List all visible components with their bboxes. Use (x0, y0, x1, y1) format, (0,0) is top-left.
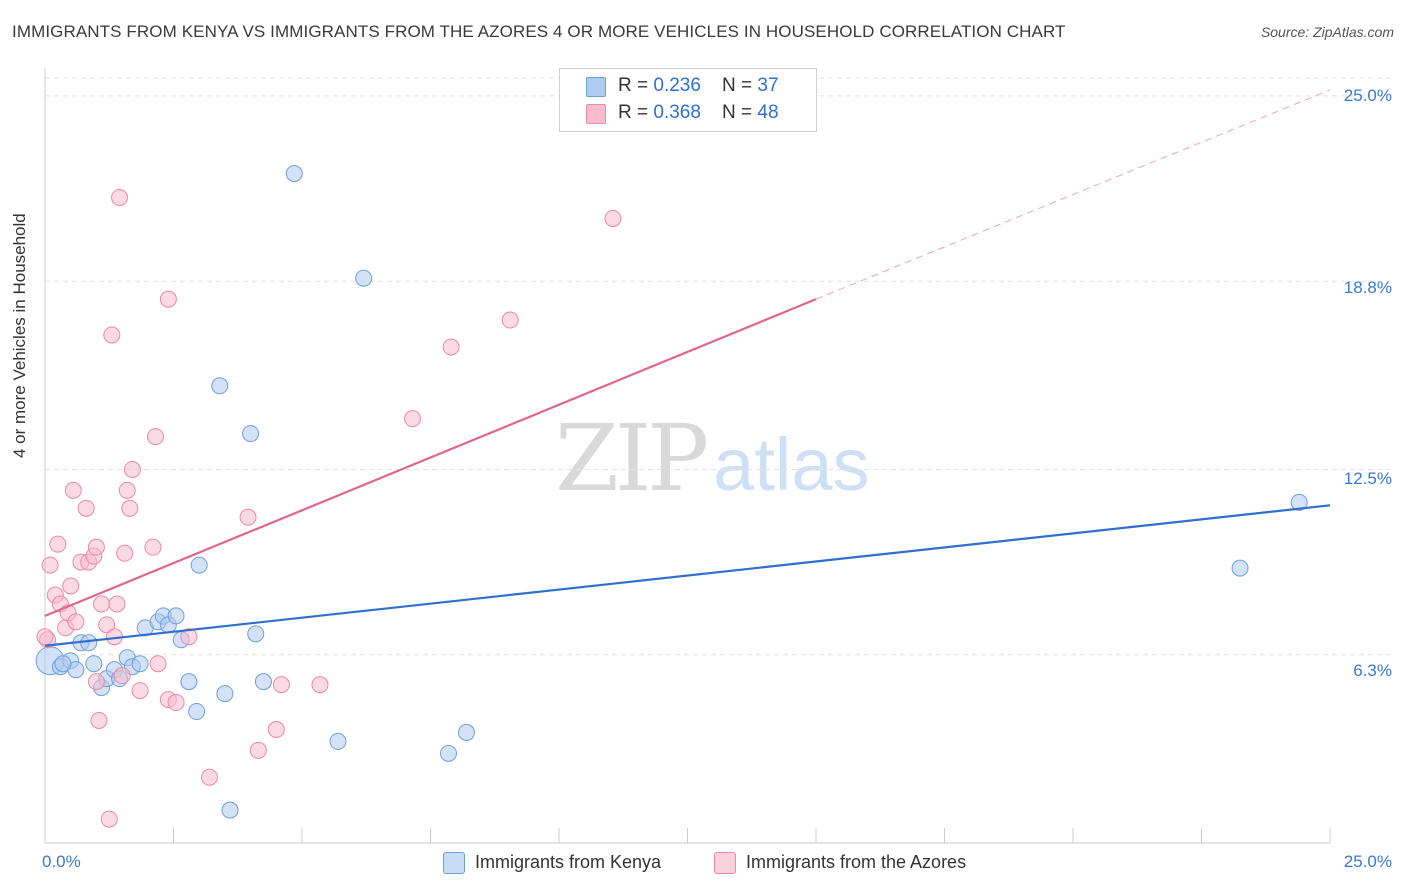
legend-kenya-r-label: R = (618, 75, 654, 96)
azores-point-29 (131, 682, 149, 700)
azores-point-9 (67, 613, 85, 631)
azores-point-7 (62, 577, 80, 595)
azores-point-33 (159, 290, 177, 308)
kenya-point-31 (355, 269, 373, 287)
azores-point-15 (90, 711, 108, 729)
legend-kenya-n-label: N = (722, 75, 758, 96)
x-tick-label-0: 0.0% (42, 852, 81, 871)
bottom-legend-label-azores: Immigrants from the Azores (746, 852, 967, 872)
kenya-point-25 (221, 801, 239, 819)
y-axis-label: 4 or more Vehicles in Household (10, 213, 29, 458)
correlation-legend: R = 0.236 N = 37 R = 0.368 N = 48 (559, 68, 817, 132)
kenya-point-5 (80, 634, 98, 652)
bottom-legend-swatch-azores (714, 852, 736, 874)
azores-point-1 (41, 556, 59, 574)
azores-point-28 (123, 460, 141, 478)
kenya-trend-line (44, 504, 1331, 647)
azores-point-35 (167, 694, 185, 712)
legend-azores-r-label: R = (618, 102, 654, 123)
legend-kenya-r-value: 0.236 (653, 75, 701, 96)
azores-point-41 (272, 676, 290, 694)
y-tick-label-25: 25.0% (1343, 86, 1392, 105)
azores-point-30 (144, 538, 162, 556)
azores-point-31 (147, 428, 165, 446)
legend-swatch-azores (586, 104, 606, 124)
kenya-point-20 (180, 673, 198, 691)
azores-point-25 (116, 544, 134, 562)
azores-point-42 (311, 676, 329, 694)
azores-point-11 (77, 499, 95, 517)
kenya-point-28 (254, 673, 272, 691)
azores-point-23 (111, 189, 129, 207)
azores-point-32 (149, 655, 167, 673)
kenya-point-33 (457, 723, 475, 741)
bottom-legend-label-kenya: Immigrants from Kenya (475, 852, 662, 872)
kenya-point-18 (167, 607, 185, 625)
kenya-point-13 (131, 655, 149, 673)
kenya-point-35 (1290, 493, 1308, 511)
legend-azores-r-value: 0.368 (653, 102, 701, 123)
azores-point-47 (36, 628, 54, 646)
azores-point-22 (108, 595, 126, 613)
kenya-point-6 (85, 655, 103, 673)
azores-point-19 (100, 810, 118, 828)
azores-point-26 (118, 481, 136, 499)
azores-point-27 (121, 499, 139, 517)
kenya-point-36 (54, 655, 72, 673)
kenya-point-30 (329, 732, 347, 750)
kenya-point-22 (190, 556, 208, 574)
kenya-point-24 (216, 685, 234, 703)
azores-point-17 (93, 595, 111, 613)
kenya-point-26 (242, 425, 260, 443)
x-tick-label-25: 25.0% (1343, 852, 1392, 871)
kenya-point-34 (1231, 559, 1249, 577)
kenya-point-29 (285, 165, 303, 183)
azores-point-14 (87, 538, 105, 556)
kenya-point-23 (211, 377, 229, 395)
azores-point-20 (103, 326, 121, 344)
y-tick-label-6-3: 6.3% (1353, 661, 1392, 680)
azores-point-36 (180, 628, 198, 646)
legend-azores-n-value: 48 (757, 102, 779, 123)
legend-kenya-n-value: 37 (757, 75, 779, 96)
azores-point-3 (49, 535, 67, 553)
kenya-point-27 (247, 625, 265, 643)
azores-point-18 (98, 616, 116, 634)
azores-point-46 (604, 209, 622, 227)
azores-point-44 (442, 338, 460, 356)
chart-title: IMMIGRANTS FROM KENYA VS IMMIGRANTS FROM… (12, 22, 1066, 41)
azores-point-43 (404, 410, 422, 428)
legend-swatch-kenya (586, 77, 606, 97)
azores-point-40 (267, 720, 285, 738)
kenya-point-21 (188, 703, 206, 721)
legend-azores-n-label: N = (722, 102, 758, 123)
y-tick-label-18-8: 18.8% (1343, 278, 1392, 297)
kenya-point-32 (439, 744, 457, 762)
azores-point-16 (87, 673, 105, 691)
azores-point-45 (501, 311, 519, 329)
azores-point-24 (113, 667, 131, 685)
y-tick-label-12-5: 12.5% (1343, 469, 1392, 488)
azores-trend-line (44, 298, 817, 617)
azores-trend-extension (815, 89, 1331, 300)
source-label: Source: ZipAtlas.com (1260, 24, 1394, 40)
bottom-legend-swatch-kenya (443, 852, 465, 874)
azores-point-38 (239, 508, 257, 526)
azores-point-37 (200, 768, 218, 786)
azores-point-8 (64, 481, 82, 499)
azores-point-39 (249, 741, 267, 759)
